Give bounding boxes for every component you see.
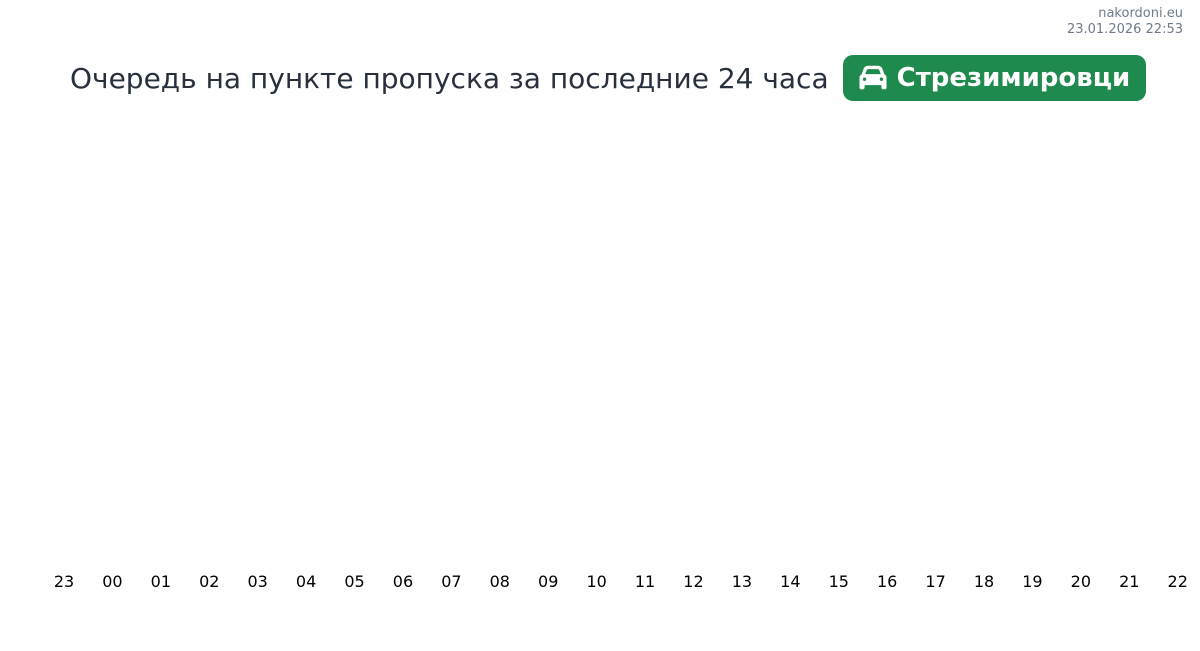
x-tick-label: 09	[538, 572, 559, 591]
car-icon	[858, 64, 888, 91]
x-tick-label: 10	[586, 572, 607, 591]
x-tick-label: 21	[1119, 572, 1140, 591]
x-tick-label: 08	[489, 572, 510, 591]
x-tick-label: 16	[876, 572, 898, 591]
x-tick-label: 18	[973, 572, 995, 591]
crossing-badge-button[interactable]: Стрезимировци	[842, 55, 1147, 101]
title-row: Очередь на пункте пропуска за последние …	[70, 55, 1147, 101]
x-tick-label: 19	[1022, 572, 1043, 591]
timestamp: 23.01.2026 22:53	[1066, 22, 1183, 37]
x-tick-label: 23	[53, 572, 75, 591]
x-tick-label: 02	[199, 572, 220, 591]
x-tick-label: 11	[634, 572, 656, 591]
header-meta: nakordoni.eu 23.01.2026 22:53	[1067, 6, 1183, 38]
site-name: nakordoni.eu	[1098, 6, 1183, 21]
x-tick-label: 14	[780, 572, 801, 591]
x-tick-label: 05	[344, 572, 365, 591]
crossing-badge-label: Стрезимировци	[896, 62, 1131, 93]
page-title: Очередь на пункте пропуска за последние …	[70, 61, 829, 95]
x-tick-label: 00	[102, 572, 123, 591]
x-tick-label: 06	[392, 572, 414, 591]
x-tick-label: 03	[247, 572, 268, 591]
x-tick-label: 20	[1070, 572, 1092, 591]
x-tick-label: 22	[1167, 572, 1188, 591]
x-tick-label: 15	[828, 572, 849, 591]
x-tick-label: 17	[925, 572, 946, 591]
x-tick-label: 04	[295, 572, 317, 591]
x-tick-label: 01	[150, 572, 172, 591]
x-tick-label: 12	[683, 572, 704, 591]
x-axis-ticks: 23 00 01 02 03 04 05 06 07 08 09 10 11 12 13 14 15 16 17 18…	[52, 572, 1190, 591]
x-tick-label: 07	[441, 572, 462, 591]
x-tick-label: 13	[731, 572, 753, 591]
chart-plot-area	[48, 115, 1193, 565]
